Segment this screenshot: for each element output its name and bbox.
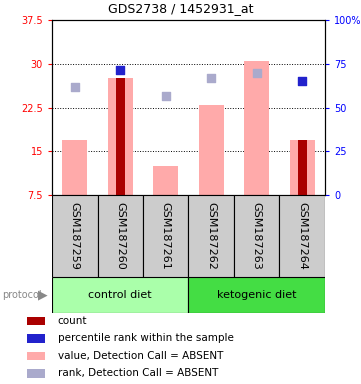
Bar xyxy=(62,139,87,195)
Text: ketogenic diet: ketogenic diet xyxy=(217,290,296,300)
Bar xyxy=(153,166,178,195)
Bar xyxy=(108,78,133,195)
Text: count: count xyxy=(58,316,87,326)
Point xyxy=(208,75,214,81)
Bar xyxy=(279,195,325,277)
Bar xyxy=(27,334,45,343)
Bar xyxy=(52,277,188,313)
Point xyxy=(163,93,169,99)
Bar xyxy=(290,139,315,195)
Bar xyxy=(116,78,125,195)
Bar xyxy=(199,104,224,195)
Bar xyxy=(52,195,97,277)
Text: GSM187259: GSM187259 xyxy=(70,202,80,270)
Bar xyxy=(97,195,143,277)
Text: GSM187263: GSM187263 xyxy=(252,202,262,270)
Text: ▶: ▶ xyxy=(38,288,47,301)
Point xyxy=(72,84,78,90)
Point xyxy=(299,78,305,84)
Text: GSM187261: GSM187261 xyxy=(161,202,171,270)
Bar xyxy=(188,277,325,313)
Text: percentile rank within the sample: percentile rank within the sample xyxy=(58,333,234,343)
Bar xyxy=(298,139,307,195)
Text: value, Detection Call = ABSENT: value, Detection Call = ABSENT xyxy=(58,351,223,361)
Bar xyxy=(244,61,269,195)
Point xyxy=(117,66,123,73)
Bar xyxy=(27,317,45,325)
Bar xyxy=(188,195,234,277)
Text: GDS2738 / 1452931_at: GDS2738 / 1452931_at xyxy=(108,2,253,15)
Text: GSM187264: GSM187264 xyxy=(297,202,307,270)
Bar xyxy=(27,369,45,377)
Text: GSM187260: GSM187260 xyxy=(115,202,125,270)
Text: GSM187262: GSM187262 xyxy=(206,202,216,270)
Point xyxy=(254,70,260,76)
Bar xyxy=(234,195,279,277)
Text: rank, Detection Call = ABSENT: rank, Detection Call = ABSENT xyxy=(58,368,218,378)
Text: protocol: protocol xyxy=(2,290,42,300)
Bar xyxy=(143,195,188,277)
Bar xyxy=(27,352,45,360)
Text: control diet: control diet xyxy=(88,290,152,300)
